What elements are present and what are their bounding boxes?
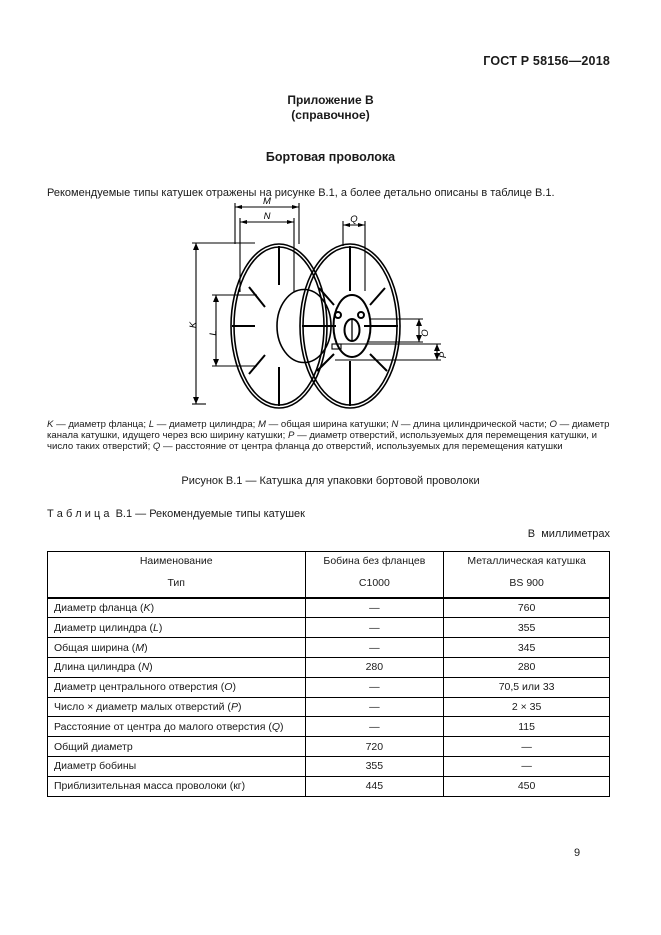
svg-text:M: M [263,196,271,207]
svg-text:K: K [188,321,199,328]
svg-text:Q: Q [350,214,358,225]
svg-text:N: N [264,211,271,222]
svg-text:O: O [420,329,431,337]
svg-text:L: L [208,330,219,335]
svg-text:P: P [438,351,449,358]
